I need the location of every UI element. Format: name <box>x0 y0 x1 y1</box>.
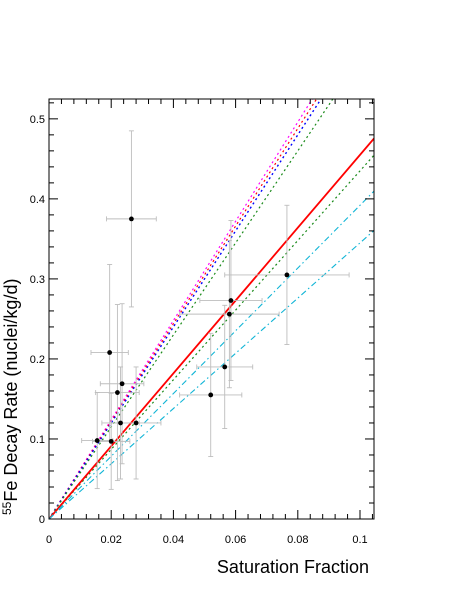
data-point <box>284 272 290 278</box>
ticks-group <box>48 99 374 520</box>
fit-line-7 <box>49 190 374 519</box>
y-tick-label: 0.3 <box>30 274 45 286</box>
fit-line-3 <box>49 99 322 519</box>
data-point <box>119 381 125 387</box>
data-point <box>129 216 134 222</box>
data-point <box>118 420 123 426</box>
plot-area: 0 0.02 0.04 0.06 0.08 0.1 0.1 0.2 0.3 0.4 0.5 0 <box>30 98 375 546</box>
data-points-group <box>94 216 290 444</box>
fit-line-8 <box>49 230 374 519</box>
x-tick-label: 0.04 <box>163 534 184 546</box>
plot-frame <box>48 98 375 520</box>
x-tick-label: 0 <box>46 534 52 546</box>
x-tick-label: 0.06 <box>225 534 246 546</box>
data-point <box>133 420 139 426</box>
y-tick-label: 0.4 <box>30 194 45 206</box>
fit-line-5 <box>49 154 374 519</box>
data-point <box>107 350 113 355</box>
data-point <box>208 392 214 398</box>
fit-line-2 <box>49 99 318 519</box>
x-tick-label: 0.02 <box>100 534 121 546</box>
y-axis-label: 55Fe Decay Rate (nuclei/kg/d) <box>0 279 21 515</box>
data-point <box>228 298 234 303</box>
fit-line-4 <box>49 99 334 519</box>
y-tick-label: 0.1 <box>30 434 45 446</box>
fit-lines-group <box>49 99 374 519</box>
y-tick-label: 0.5 <box>30 114 45 126</box>
data-point <box>222 364 228 370</box>
y-axis-label-text: Fe Decay Rate (nuclei/kg/d) <box>1 279 21 502</box>
data-point <box>94 438 100 443</box>
x-tick-label: 0.08 <box>287 534 308 546</box>
y-axis-label-superscript: 55 <box>0 501 14 515</box>
x-axis-label: Saturation Fraction <box>217 557 369 577</box>
data-point <box>108 438 114 444</box>
y-tick-label-zero: 0 <box>39 514 45 526</box>
error-bars-group <box>81 130 350 490</box>
data-point <box>226 311 232 317</box>
tick-labels-group: 0 0.02 0.04 0.06 0.08 0.1 0.1 0.2 0.3 0.4 0.5 0 <box>30 114 368 546</box>
fit-line-6 <box>49 137 374 519</box>
x-tick-label: 0.1 <box>352 534 367 546</box>
y-tick-label: 0.2 <box>30 354 45 366</box>
data-point <box>115 390 120 395</box>
fit-line-1 <box>49 99 313 519</box>
